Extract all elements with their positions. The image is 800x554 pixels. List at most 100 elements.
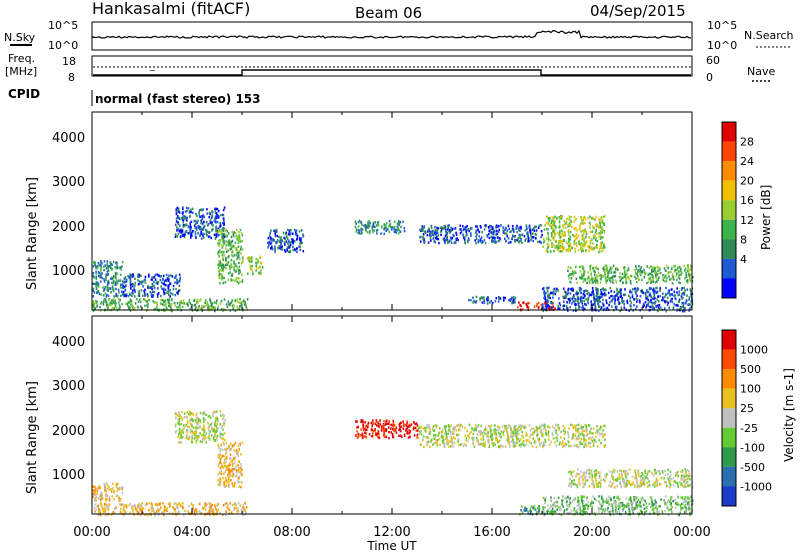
power-cell (653, 267, 656, 271)
velocity-cell (124, 511, 127, 514)
power-cell (535, 229, 538, 232)
power-cell (571, 302, 573, 305)
power-cell (462, 233, 464, 236)
power-cell (559, 215, 562, 219)
power-cell (621, 296, 623, 300)
power-cell (583, 243, 585, 246)
power-cell (592, 303, 595, 306)
power-cell (578, 242, 580, 246)
power-cell (398, 222, 400, 225)
power-cell (126, 302, 129, 305)
power-cell (120, 294, 122, 297)
power-cell (129, 284, 132, 287)
power-cell (650, 299, 652, 302)
power-cell (600, 307, 602, 311)
velocity-cell (487, 439, 489, 442)
power-cell (597, 295, 600, 299)
velocity-cell (215, 436, 218, 439)
velocity-cell (375, 431, 377, 435)
power-cell (561, 249, 564, 253)
power-cell (117, 297, 120, 301)
velocity-cell (194, 432, 196, 435)
power-cell (589, 269, 592, 272)
velocity-cell (217, 443, 219, 447)
power-cell (498, 228, 500, 232)
velocity-cell (237, 451, 239, 454)
velocity-cell (587, 442, 590, 445)
power-cell (289, 233, 291, 237)
power-cell (106, 270, 109, 273)
power-cell (560, 217, 563, 220)
power-cell (364, 225, 367, 229)
velocity-cell (483, 430, 485, 433)
power-cell (137, 294, 140, 297)
velocity-cell (367, 425, 369, 429)
power-cell (599, 219, 601, 222)
velocity-cell (188, 412, 190, 416)
power-cell (594, 231, 597, 234)
power-cell (231, 272, 234, 276)
power-cell (168, 284, 170, 287)
velocity-cell (131, 507, 134, 510)
power-cell (116, 295, 119, 298)
velocity-cell (510, 429, 512, 432)
velocity-cell (446, 439, 449, 442)
velocity-cell (477, 441, 480, 444)
velocity-cell (585, 434, 588, 437)
velocity-cell (377, 429, 380, 433)
power-cell (599, 223, 601, 226)
velocity-cell (199, 411, 202, 415)
power-cell (672, 306, 675, 309)
power-cell (296, 234, 299, 238)
velocity-cell (238, 471, 241, 474)
power-cell (132, 306, 134, 309)
power-cell (296, 247, 298, 250)
power-cell (298, 230, 301, 233)
power-cell (283, 236, 285, 240)
velocity-cell (201, 438, 204, 441)
power-cell (231, 254, 233, 257)
power-cell (649, 292, 651, 295)
power-cell (200, 237, 203, 240)
power-cell (466, 239, 469, 242)
velocity-cell (231, 444, 234, 448)
power-cell (598, 232, 601, 235)
velocity-cell (441, 441, 444, 444)
velocity-cell (220, 472, 223, 475)
power-cell (532, 236, 535, 239)
power-cell (275, 230, 278, 233)
power-cell (668, 306, 670, 309)
power-cell (581, 229, 584, 233)
power-cell (232, 233, 235, 236)
power-cell (604, 272, 606, 275)
power-cell (287, 228, 289, 232)
power-cell (115, 267, 118, 270)
power-cell (247, 256, 250, 259)
velocity-cell (144, 504, 147, 507)
power-cell (124, 289, 126, 292)
power-cell (223, 235, 226, 238)
power-cell (562, 245, 564, 248)
velocity-cell (245, 511, 247, 515)
power-cell (93, 302, 95, 306)
velocity-cell (120, 497, 122, 501)
velocity-cell (512, 442, 515, 445)
power-cell (673, 290, 676, 294)
power-cell (133, 287, 135, 290)
velocity-cell (450, 424, 452, 427)
velocity-cell (427, 426, 430, 429)
power-cell (96, 300, 98, 303)
power-cell (559, 250, 562, 253)
power-cell (240, 245, 242, 249)
power-cell (140, 289, 143, 292)
power-cell (615, 279, 617, 282)
velocity-cell (221, 455, 224, 458)
velocity-cell (212, 415, 214, 418)
power-cell (436, 226, 438, 230)
velocity-cell (196, 418, 198, 422)
velocity-cell (223, 484, 225, 487)
power-cell (294, 233, 297, 236)
power-cell (275, 241, 278, 245)
power-cell (676, 278, 678, 282)
velocity-cell (388, 426, 390, 429)
